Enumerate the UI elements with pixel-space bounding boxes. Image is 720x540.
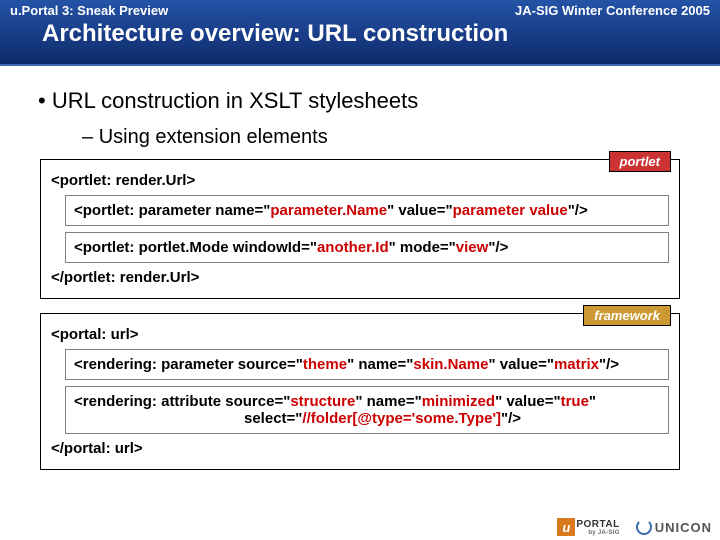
- uportal-subtext: by JA-SIG: [576, 530, 619, 536]
- code-close-tag: </portlet: render.Url>: [51, 269, 669, 286]
- code-box-framework: framework <portal: url> <rendering: para…: [40, 313, 680, 470]
- uportal-logo: u PORTAL by JA-SIG: [557, 518, 619, 536]
- slide-header: u.Portal 3: Sneak Preview JA-SIG Winter …: [0, 0, 720, 66]
- code-box-portlet: portlet <portlet: render.Url> <portlet: …: [40, 159, 680, 299]
- bullet-main: URL construction in XSLT stylesheets: [38, 88, 702, 114]
- code-open-tag-2: <portal: url>: [51, 326, 669, 343]
- header-top-row: u.Portal 3: Sneak Preview JA-SIG Winter …: [0, 0, 720, 18]
- bullet-sub: Using extension elements: [82, 126, 702, 149]
- code-param-line: <portlet: parameter name="parameter.Name…: [65, 195, 669, 226]
- header-left-text: u.Portal 3: Sneak Preview: [10, 3, 168, 18]
- header-right-text: JA-SIG Winter Conference 2005: [515, 3, 710, 18]
- code-open-tag: <portlet: render.Url>: [51, 172, 669, 189]
- code-rendering-param: <rendering: parameter source="theme" nam…: [65, 349, 669, 380]
- unicon-swirl-icon: [636, 519, 652, 535]
- slide-content: URL construction in XSLT stylesheets Usi…: [0, 66, 720, 470]
- badge-portlet: portlet: [609, 151, 671, 172]
- code-close-tag-2: </portal: url>: [51, 440, 669, 457]
- badge-framework: framework: [583, 305, 671, 326]
- unicon-text: UNICON: [655, 520, 712, 535]
- code-mode-line: <portlet: portlet.Mode windowId="another…: [65, 232, 669, 263]
- uportal-text: PORTAL: [576, 519, 619, 530]
- footer-logos: u PORTAL by JA-SIG UNICON: [557, 518, 712, 536]
- uportal-u-icon: u: [557, 518, 575, 536]
- slide-title: Architecture overview: URL construction: [0, 18, 720, 48]
- unicon-logo: UNICON: [636, 519, 712, 535]
- code-rendering-attr: <rendering: attribute source="structure"…: [65, 386, 669, 434]
